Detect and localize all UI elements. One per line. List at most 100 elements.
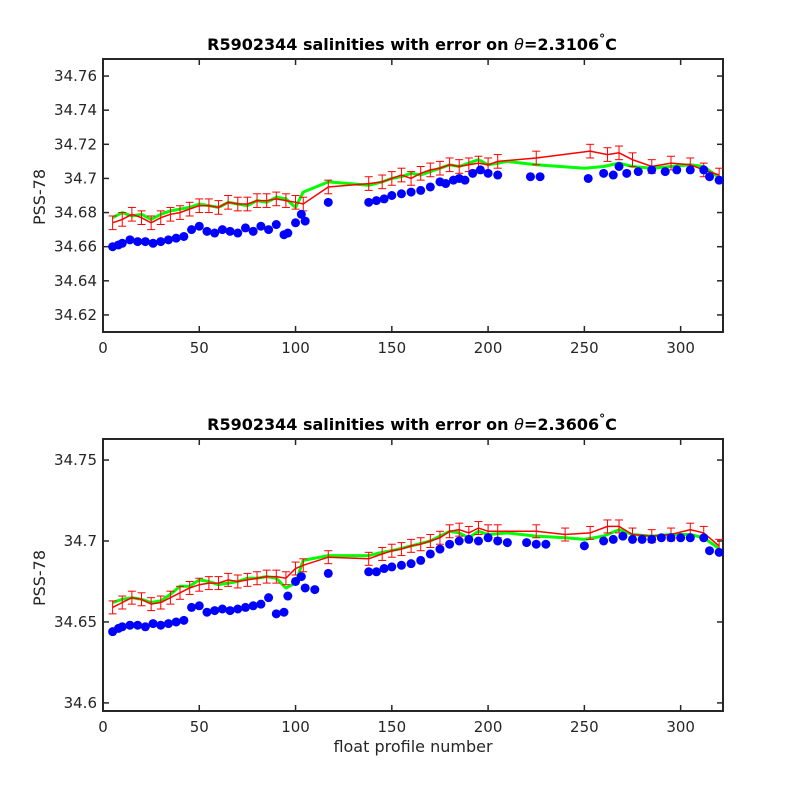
x-tick-label: 100 — [281, 718, 310, 736]
x-tick-label: 300 — [666, 339, 695, 357]
float-salinity-point — [502, 538, 512, 548]
bottom-panel-x-ticks: 0 50 100 150 200 250 300 — [98, 439, 695, 736]
float-salinity-point — [647, 165, 657, 175]
float-salinity-point — [672, 165, 682, 175]
top-panel-data — [108, 143, 724, 252]
float-salinity-point — [371, 567, 381, 577]
float-salinity-point — [163, 235, 173, 245]
float-salinity-point — [187, 225, 197, 235]
float-salinity-point — [460, 175, 470, 185]
x-tick-label: 0 — [98, 718, 108, 736]
float-salinity-point — [202, 607, 212, 617]
float-salinity-point — [628, 534, 638, 544]
bottom-panel: R5902344 salinities with error on θ=2.36… — [30, 412, 724, 756]
float-salinity-point — [194, 221, 204, 231]
float-salinity-point — [425, 549, 435, 559]
float-salinity-point — [296, 572, 306, 582]
float-salinity-point — [525, 172, 535, 182]
float-salinity-point — [194, 601, 204, 611]
x-tick-label: 250 — [570, 718, 599, 736]
float-salinity-point — [210, 606, 220, 616]
y-tick-label: 34.66 — [54, 238, 97, 256]
float-salinity-point — [473, 536, 483, 546]
x-tick-label: 50 — [190, 339, 209, 357]
float-salinity-point — [660, 167, 670, 177]
float-salinity-point — [310, 585, 320, 595]
float-salinity-point — [256, 599, 266, 609]
float-salinity-point — [714, 547, 724, 557]
float-salinity-point — [387, 562, 397, 572]
float-salinity-point — [599, 168, 609, 178]
float-salinity-point — [291, 218, 301, 228]
float-salinity-point — [156, 237, 166, 247]
float-salinity-point — [202, 226, 212, 236]
x-tick-label: 0 — [98, 339, 108, 357]
float-salinity-point — [435, 544, 445, 554]
float-salinity-point — [416, 185, 426, 195]
y-tick-label: 34.74 — [54, 101, 97, 119]
float-salinity-point — [163, 619, 173, 629]
float-salinity-point — [633, 167, 643, 177]
float-salinity-point — [140, 622, 150, 632]
float-salinity-point — [233, 604, 243, 614]
float-salinity-point — [599, 536, 609, 546]
top-panel-y-ticks: 34.62 34.64 34.66 34.68 34.7 34.72 34.74 34.76 — [54, 67, 723, 324]
float-salinity-point — [647, 534, 657, 544]
float-salinity-point — [699, 533, 709, 543]
float-salinity-point — [323, 197, 333, 207]
float-salinity-point — [225, 226, 235, 236]
float-salinity-point — [171, 233, 181, 243]
float-salinity-point — [396, 189, 406, 199]
float-salinity-point — [493, 170, 503, 180]
float-salinity-point — [125, 620, 135, 630]
x-tick-label: 200 — [474, 718, 503, 736]
float-salinity-point — [283, 228, 293, 238]
bottom-panel-x-axis-label: float profile number — [333, 737, 493, 756]
float-salinity-point — [300, 216, 310, 226]
y-tick-label: 34.75 — [54, 451, 97, 469]
float-salinity-point — [248, 601, 258, 611]
y-tick-label: 34.62 — [54, 306, 97, 324]
float-salinity-point — [464, 534, 474, 544]
float-salinity-point — [248, 226, 258, 236]
float-salinity-point — [171, 617, 181, 627]
x-tick-label: 300 — [666, 718, 695, 736]
float-salinity-point — [264, 593, 274, 603]
bottom-panel-y-ticks: 34.6 34.65 34.7 34.75 — [54, 451, 723, 712]
float-salinity-point — [614, 161, 624, 171]
float-salinity-point — [475, 165, 485, 175]
y-tick-label: 34.7 — [64, 532, 97, 550]
float-salinity-point — [179, 615, 189, 625]
float-salinity-point — [425, 182, 435, 192]
float-salinity-point — [579, 541, 589, 551]
x-tick-label: 50 — [190, 718, 209, 736]
float-salinity-point — [133, 237, 143, 247]
float-salinity-point — [618, 531, 628, 541]
float-salinity-point — [666, 533, 676, 543]
float-salinity-point — [210, 228, 220, 238]
float-salinity-point — [522, 538, 532, 548]
float-salinity-point — [637, 534, 647, 544]
float-salinity-point — [535, 172, 545, 182]
bottom-panel-title: R5902344 salinities with error on θ=2.36… — [207, 412, 617, 434]
float-salinity-point — [608, 534, 618, 544]
y-tick-label: 34.72 — [54, 135, 97, 153]
y-tick-label: 34.64 — [54, 272, 97, 290]
mapped-salinity-line — [112, 150, 720, 224]
float-salinity-point — [406, 559, 416, 569]
top-panel: R5902344 salinities with error on θ=2.31… — [30, 32, 724, 357]
float-salinity-point — [371, 196, 381, 206]
float-salinity-point — [133, 620, 143, 630]
bottom-panel-data — [108, 519, 724, 637]
float-salinity-point — [622, 168, 632, 178]
y-tick-label: 34.68 — [54, 204, 97, 222]
bottom-panel-y-axis-label: PSS-78 — [30, 550, 49, 606]
float-salinity-point — [454, 536, 464, 546]
float-salinity-point — [483, 533, 493, 543]
float-salinity-point — [406, 187, 416, 197]
float-salinity-point — [279, 607, 289, 617]
bottom-panel-axes-box — [102, 438, 724, 712]
float-salinity-point — [608, 170, 618, 180]
float-salinity-point — [705, 172, 715, 182]
